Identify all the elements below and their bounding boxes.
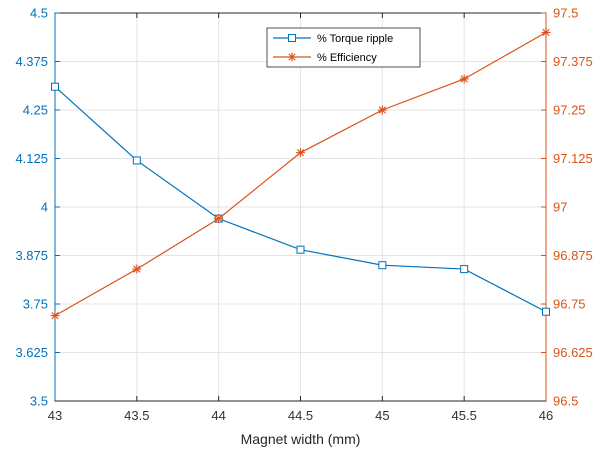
series-efficiency — [50, 27, 551, 321]
y-left-tick-label: 4 — [41, 200, 48, 215]
asterisk-stroke — [288, 53, 296, 61]
x-tick-label: 45.5 — [452, 408, 477, 423]
axes: 43 43.5 44 44.5 45 45.5 463.53.6253.753.87544.… — [15, 6, 592, 424]
asterisk-stroke — [460, 75, 468, 83]
y-right-tick-label: 97.125 — [553, 151, 593, 166]
x-tick-label: 45 — [375, 408, 389, 423]
legend-swatch-marker — [288, 34, 296, 42]
y-right-tick-label: 97.5 — [553, 6, 578, 21]
data-point-efficiency — [214, 214, 224, 224]
y-left-tick-label: 3.625 — [15, 345, 48, 360]
y-left-tick-label: 3.5 — [30, 394, 48, 409]
legend: % Torque ripple % Efficiency — [266, 27, 421, 68]
x-tick-label: 44.5 — [288, 408, 313, 423]
y-right-tick-label: 97.375 — [553, 54, 593, 69]
data-point-efficiency — [541, 27, 551, 37]
x-tick-label: 43 — [48, 408, 62, 423]
x-tick-label: 46 — [539, 408, 553, 423]
y-right-tick-label: 97 — [553, 200, 567, 215]
grid-lines — [54, 12, 547, 402]
data-point-efficiency — [459, 74, 469, 84]
legend-label: % Torque ripple — [317, 33, 393, 45]
legend-label: % Efficiency — [317, 52, 377, 64]
asterisk-stroke — [296, 149, 305, 157]
y-right-tick-label: 96.625 — [553, 345, 593, 360]
legend-swatch-marker — [287, 52, 297, 62]
series-layer — [50, 27, 551, 321]
data-point-torque-ripple — [51, 82, 59, 91]
y-left-tick-label: 4.25 — [23, 103, 48, 118]
asterisk-stroke — [378, 106, 386, 114]
data-point-efficiency — [296, 148, 305, 158]
y-left-tick-label: 4.125 — [15, 151, 48, 166]
y-left-tick-label: 3.75 — [23, 297, 48, 312]
y-left-tick-label: 4.5 — [30, 6, 48, 21]
data-point-torque-ripple — [542, 307, 550, 316]
data-point-torque-ripple — [132, 156, 141, 165]
legend-items: % Torque ripple % Efficiency — [273, 33, 393, 64]
y-right-tick-label: 96.75 — [553, 297, 586, 312]
data-point-torque-ripple — [378, 261, 387, 270]
data-point-efficiency — [377, 105, 387, 115]
data-point-efficiency — [132, 264, 142, 274]
data-point-torque-ripple — [296, 245, 305, 254]
asterisk-stroke — [542, 28, 550, 37]
x-tick-label: 43.5 — [124, 408, 149, 423]
legend-item-efficiency: % Efficiency — [273, 52, 377, 64]
x-tick-label: 44 — [211, 408, 225, 423]
y-left-tick-label: 4.375 — [15, 54, 48, 69]
x-axis-label: Magnet width (mm) — [241, 431, 361, 447]
y-left-tick-label: 3.875 — [15, 248, 48, 263]
data-point-efficiency — [50, 311, 60, 321]
asterisk-stroke — [133, 265, 141, 273]
legend-item-torque-ripple: % Torque ripple — [273, 33, 393, 45]
y-right-tick-label: 97.25 — [553, 103, 586, 118]
data-point-torque-ripple — [460, 265, 469, 274]
y-right-tick-label: 96.875 — [553, 248, 593, 263]
y-right-tick-label: 96.5 — [553, 394, 578, 409]
asterisk-stroke — [215, 215, 223, 223]
asterisk-stroke — [51, 312, 59, 320]
